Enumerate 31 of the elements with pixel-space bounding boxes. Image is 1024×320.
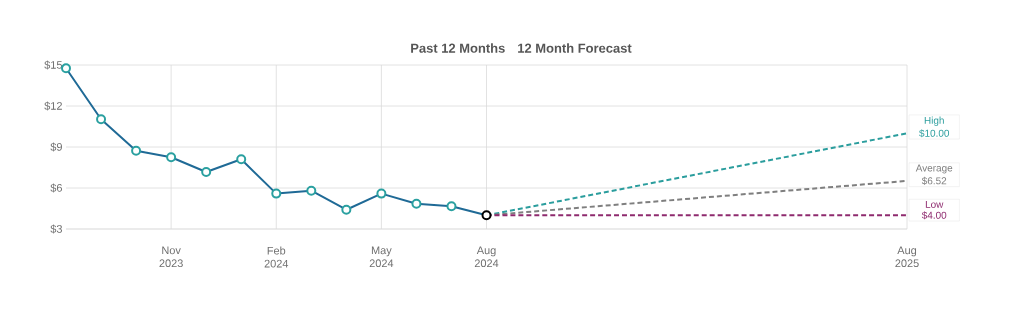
- x-tick-label: Aug 2024: [474, 246, 499, 268]
- point: [411, 198, 422, 209]
- point: [446, 201, 457, 212]
- point: [271, 188, 282, 199]
- data-label: $4.00: [921, 211, 947, 220]
- point: [201, 167, 212, 178]
- point: [306, 185, 317, 196]
- point: [61, 63, 72, 74]
- point: [236, 154, 247, 165]
- x-tick-label: Nov 2023: [159, 246, 183, 268]
- point: [166, 152, 177, 163]
- point: [481, 210, 492, 221]
- x-tick-label: Aug 2025: [895, 246, 919, 268]
- y-tick-label: $15: [44, 60, 63, 70]
- y-tick-label: $12: [44, 101, 62, 111]
- series-label: Average: [915, 164, 953, 174]
- chart-title: Past 12 Months: [411, 43, 505, 53]
- series-label: High: [924, 116, 944, 126]
- y-tick-label: $6: [50, 183, 62, 193]
- chart-subtitle: 12 Month Forecast: [518, 43, 632, 53]
- data-label: $6.52: [921, 176, 947, 185]
- point: [96, 114, 107, 125]
- y-tick-label: $9: [50, 142, 62, 152]
- point: [376, 188, 387, 199]
- x-tick-label: Feb 2024: [264, 246, 289, 268]
- x-tick-label: May 2024: [369, 246, 394, 268]
- y-tick-label: $3: [50, 224, 62, 234]
- text: Low: [925, 200, 944, 208]
- point: [341, 204, 352, 215]
- data-label: $10.00: [919, 129, 950, 138]
- point: [131, 145, 142, 156]
